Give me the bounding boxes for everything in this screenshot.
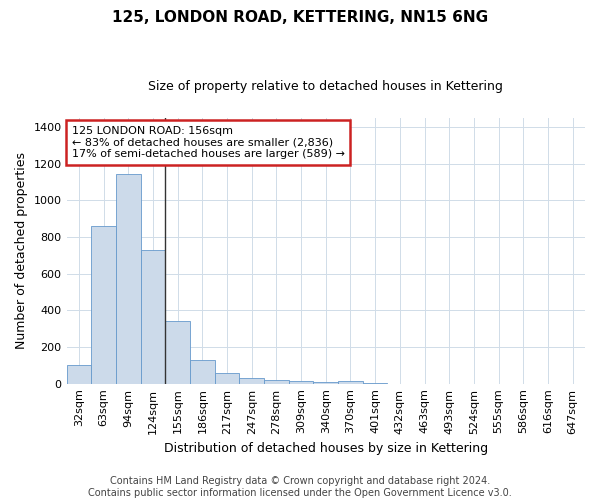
Bar (190, 360, 215, 384)
Bar (215, 372, 239, 384)
Bar (289, 381, 313, 384)
Bar (116, 174, 140, 384)
Bar (363, 383, 388, 384)
Bar (239, 378, 264, 384)
Text: Contains HM Land Registry data © Crown copyright and database right 2024.
Contai: Contains HM Land Registry data © Crown c… (88, 476, 512, 498)
Y-axis label: Number of detached properties: Number of detached properties (15, 152, 28, 349)
Bar (338, 381, 363, 384)
X-axis label: Distribution of detached houses by size in Kettering: Distribution of detached houses by size … (164, 442, 488, 455)
Bar (91, 226, 116, 384)
Text: 125, LONDON ROAD, KETTERING, NN15 6NG: 125, LONDON ROAD, KETTERING, NN15 6NG (112, 10, 488, 25)
Bar (67, 366, 91, 384)
Bar (165, 322, 190, 384)
Bar (313, 382, 338, 384)
Bar (140, 250, 165, 384)
Title: Size of property relative to detached houses in Kettering: Size of property relative to detached ho… (148, 80, 503, 93)
Text: 125 LONDON ROAD: 156sqm
← 83% of detached houses are smaller (2,836)
17% of semi: 125 LONDON ROAD: 156sqm ← 83% of detache… (72, 126, 345, 159)
Bar (264, 380, 289, 384)
